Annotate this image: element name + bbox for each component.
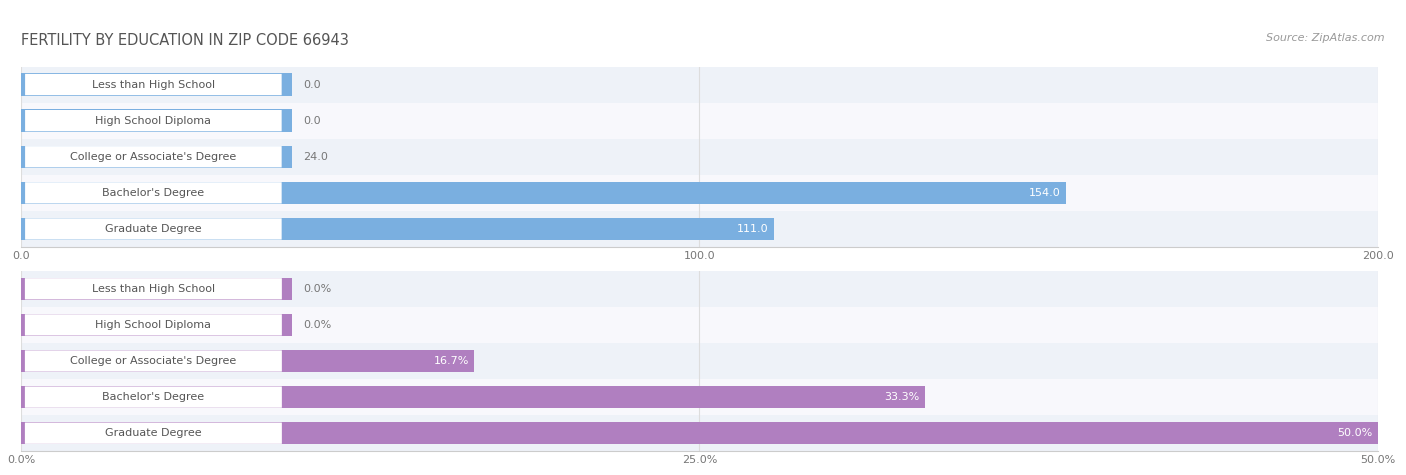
Text: 111.0: 111.0: [737, 224, 769, 234]
Bar: [21, 350, 474, 372]
FancyBboxPatch shape: [25, 351, 281, 371]
Text: High School Diploma: High School Diploma: [96, 115, 211, 126]
FancyBboxPatch shape: [25, 74, 281, 95]
Bar: [21, 66, 1378, 103]
Bar: [21, 211, 1378, 247]
Text: 154.0: 154.0: [1029, 188, 1060, 198]
Text: Graduate Degree: Graduate Degree: [105, 224, 201, 234]
Text: 0.0%: 0.0%: [304, 284, 332, 294]
Bar: [21, 109, 292, 132]
Bar: [21, 181, 1066, 204]
Text: 50.0%: 50.0%: [1337, 428, 1372, 438]
Text: Bachelor's Degree: Bachelor's Degree: [103, 188, 204, 198]
FancyBboxPatch shape: [25, 110, 281, 131]
Bar: [21, 343, 1378, 379]
Text: Graduate Degree: Graduate Degree: [105, 428, 201, 438]
Text: College or Associate's Degree: College or Associate's Degree: [70, 152, 236, 162]
Text: Source: ZipAtlas.com: Source: ZipAtlas.com: [1267, 33, 1385, 43]
Text: 0.0%: 0.0%: [304, 320, 332, 330]
Bar: [21, 271, 1378, 307]
FancyBboxPatch shape: [25, 314, 281, 335]
Bar: [21, 386, 925, 408]
FancyBboxPatch shape: [25, 182, 281, 203]
Text: 0.0: 0.0: [304, 115, 321, 126]
Text: 33.3%: 33.3%: [884, 392, 920, 402]
Bar: [21, 73, 292, 96]
Text: FERTILITY BY EDUCATION IN ZIP CODE 66943: FERTILITY BY EDUCATION IN ZIP CODE 66943: [21, 33, 349, 48]
FancyBboxPatch shape: [25, 218, 281, 239]
FancyBboxPatch shape: [25, 423, 281, 444]
Bar: [21, 379, 1378, 415]
Text: Less than High School: Less than High School: [91, 284, 215, 294]
FancyBboxPatch shape: [25, 278, 281, 299]
Text: Bachelor's Degree: Bachelor's Degree: [103, 392, 204, 402]
Text: High School Diploma: High School Diploma: [96, 320, 211, 330]
Text: Less than High School: Less than High School: [91, 79, 215, 90]
Bar: [21, 307, 1378, 343]
Bar: [21, 277, 292, 300]
Bar: [21, 218, 775, 240]
Bar: [21, 103, 1378, 139]
Bar: [21, 139, 1378, 175]
FancyBboxPatch shape: [25, 387, 281, 408]
Text: College or Associate's Degree: College or Associate's Degree: [70, 356, 236, 366]
Text: 16.7%: 16.7%: [433, 356, 468, 366]
Bar: [21, 175, 1378, 211]
Bar: [21, 422, 1378, 445]
FancyBboxPatch shape: [25, 146, 281, 167]
Bar: [21, 314, 292, 336]
Bar: [21, 145, 292, 168]
Text: 24.0: 24.0: [304, 152, 328, 162]
Text: 0.0: 0.0: [304, 79, 321, 90]
Bar: [21, 415, 1378, 451]
